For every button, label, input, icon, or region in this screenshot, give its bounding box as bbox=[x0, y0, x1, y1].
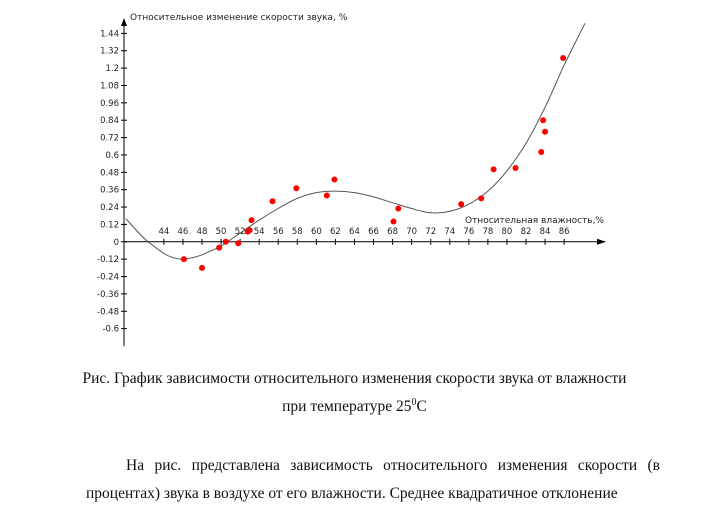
x-axis-title: Относительная влажность,% bbox=[465, 216, 604, 226]
x-tick-label: 44 bbox=[158, 227, 169, 237]
data-point bbox=[180, 256, 187, 263]
x-tick-label: 68 bbox=[387, 227, 398, 237]
x-tick-label: 54 bbox=[254, 227, 265, 237]
y-tick-label: 0.36 bbox=[100, 186, 119, 196]
chart: -0.6 -0.48 -0.36 -0.24 -0.12 0 0.12 0.24 0.36 0.4… bbox=[97, 13, 606, 346]
y-tick-label: -0.48 bbox=[97, 307, 119, 317]
data-point bbox=[323, 192, 330, 199]
y-tick-label: 0 bbox=[114, 238, 119, 248]
data-point bbox=[458, 201, 465, 208]
y-tick-label: 0.12 bbox=[100, 220, 119, 230]
x-tick-label: 72 bbox=[425, 227, 436, 237]
caption-superscript: 0 bbox=[411, 397, 417, 408]
x-tick-label: 62 bbox=[330, 227, 341, 237]
data-point bbox=[235, 240, 242, 247]
data-point bbox=[269, 198, 276, 205]
figure-caption-line-1: Рис. График зависимости относительного и… bbox=[82, 370, 627, 387]
y-tick-label: 0.96 bbox=[100, 99, 119, 109]
x-tick-label: 84 bbox=[540, 227, 551, 237]
x-tick-label: 60 bbox=[311, 227, 322, 237]
x-tick-label: 74 bbox=[444, 227, 455, 237]
x-tick-label: 86 bbox=[559, 227, 570, 237]
y-tick-label: 0.72 bbox=[100, 134, 119, 144]
body-paragraph: На рис. представлена зависимость относит… bbox=[86, 457, 660, 502]
data-point bbox=[560, 54, 567, 61]
y-tick-label: 1.44 bbox=[100, 29, 119, 39]
data-point bbox=[199, 264, 205, 271]
data-point bbox=[246, 227, 253, 234]
x-tick-label: 66 bbox=[368, 227, 379, 237]
data-point bbox=[512, 164, 519, 171]
x-tick-label: 58 bbox=[292, 227, 303, 237]
y-tick-label: 1.08 bbox=[100, 81, 119, 91]
x-tick-label: 76 bbox=[463, 227, 474, 237]
x-axis-arrow bbox=[597, 238, 606, 245]
data-point bbox=[293, 185, 300, 192]
x-tick-label: 46 bbox=[178, 227, 189, 237]
y-tick-label: -0.24 bbox=[97, 273, 119, 283]
x-tick-label: 82 bbox=[521, 227, 532, 237]
y-axis-title: Относительное изменение скорости звука, … bbox=[130, 13, 348, 23]
x-tick-label: 78 bbox=[482, 227, 493, 237]
data-point bbox=[490, 166, 497, 173]
data-point bbox=[390, 218, 397, 225]
y-tick-label: 0.24 bbox=[100, 203, 119, 213]
data-point bbox=[248, 217, 255, 224]
data-point bbox=[216, 244, 223, 251]
data-point bbox=[222, 238, 229, 245]
x-tick-label: 52 bbox=[235, 227, 246, 237]
data-point bbox=[478, 195, 485, 202]
y-tick-label: -0.36 bbox=[97, 290, 119, 300]
x-tick-label: 48 bbox=[197, 227, 208, 237]
x-tick-label: 80 bbox=[502, 227, 513, 237]
y-axis-arrow bbox=[121, 18, 127, 26]
trend-line bbox=[125, 22, 586, 260]
caption-text: при температуре 25 bbox=[282, 398, 412, 416]
caption-unit: С bbox=[416, 398, 427, 416]
data-point bbox=[331, 176, 338, 183]
y-tick-label: -0.12 bbox=[97, 255, 119, 265]
data-point bbox=[540, 117, 547, 124]
y-tick-label: 0.48 bbox=[100, 168, 119, 178]
y-tick-label: -0.6 bbox=[102, 325, 119, 335]
data-point bbox=[542, 128, 549, 135]
x-tick-label: 56 bbox=[273, 227, 284, 237]
x-tick-label: 70 bbox=[406, 227, 417, 237]
x-tick-label: 64 bbox=[349, 227, 360, 237]
data-point bbox=[395, 205, 402, 212]
x-tick-label: 50 bbox=[216, 227, 227, 237]
data-point bbox=[538, 149, 545, 156]
figure-caption-line-2: при температуре 250С bbox=[0, 397, 709, 416]
y-tick-label: 0.6 bbox=[105, 151, 119, 161]
y-tick-label: 1.32 bbox=[100, 47, 119, 57]
y-tick-label: 1.2 bbox=[105, 64, 119, 74]
y-tick-label: 0.84 bbox=[100, 116, 119, 126]
